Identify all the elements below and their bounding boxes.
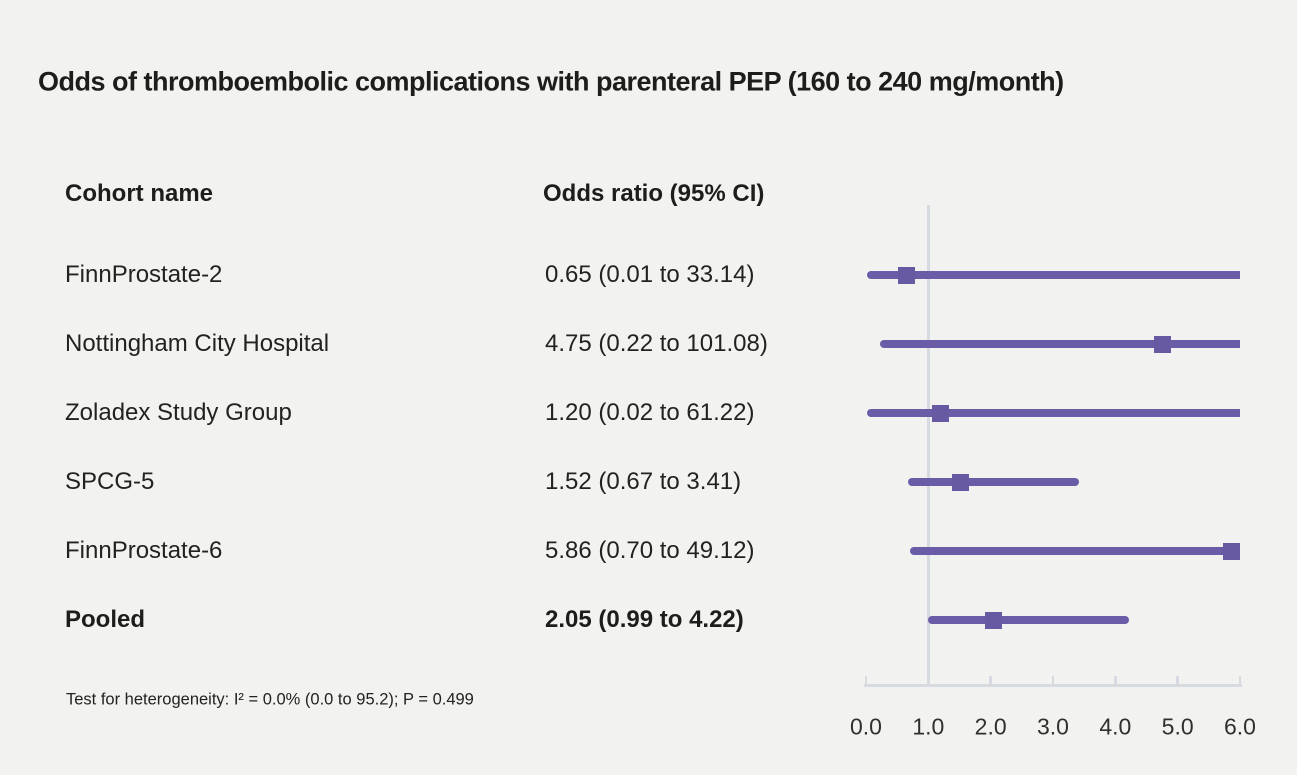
cohort-label: FinnProstate-2 [65, 261, 223, 288]
x-axis-tick [989, 676, 992, 684]
odds-ratio-value: 2.05 (0.99 to 4.22) [545, 606, 744, 633]
confidence-interval-line [907, 478, 1079, 486]
odds-ratio-value: 4.75 (0.22 to 101.08) [545, 330, 768, 357]
reference-line-1 [926, 205, 930, 687]
confidence-interval-line [927, 616, 1130, 624]
x-axis-tick [1114, 676, 1117, 684]
confidence-interval-line [879, 340, 1240, 348]
x-axis-tick [927, 676, 930, 684]
x-axis-tick-label: 2.0 [974, 713, 1007, 740]
confidence-interval-line [909, 547, 1240, 555]
cohort-label: FinnProstate-6 [65, 537, 223, 564]
point-estimate-marker [985, 611, 1003, 629]
column-header-cohort-name: Cohort name [65, 180, 214, 207]
point-estimate-marker [932, 404, 950, 422]
x-axis-tick [864, 676, 868, 684]
x-axis-tick-label: 5.0 [1161, 713, 1194, 740]
x-axis-tick-label: 4.0 [1099, 713, 1132, 740]
x-axis-tick-label: 6.0 [1224, 713, 1256, 740]
odds-ratio-value: 0.65 (0.01 to 33.14) [545, 261, 755, 288]
cohort-label: Nottingham City Hospital [65, 330, 330, 357]
x-axis-tick [1176, 676, 1179, 684]
odds-ratio-value: 5.86 (0.70 to 49.12) [545, 537, 755, 564]
cohort-label: Pooled [65, 606, 146, 633]
x-axis-tick-label: 0.0 [850, 713, 882, 740]
odds-ratio-value: 1.52 (0.67 to 3.41) [545, 468, 742, 495]
x-axis-line [864, 684, 1242, 687]
chart-title: Odds of thromboembolic complications wit… [38, 66, 1064, 97]
point-estimate-marker [1222, 542, 1240, 560]
x-axis-tick-label: 1.0 [912, 713, 945, 740]
column-header-odds-ratio: Odds ratio (95% CI) [543, 180, 765, 207]
cohort-label: Zoladex Study Group [65, 399, 292, 426]
cohort-label: SPCG-5 [65, 468, 155, 495]
point-estimate-marker [952, 473, 970, 491]
point-estimate-marker [1153, 335, 1171, 353]
x-axis-tick [1238, 676, 1242, 684]
x-axis-tick-label: 3.0 [1037, 713, 1069, 740]
odds-ratio-value: 1.20 (0.02 to 61.22) [545, 399, 755, 426]
confidence-interval-line [867, 409, 1240, 417]
heterogeneity-footnote: Test for heterogeneity: I² = 0.0% (0.0 t… [66, 690, 474, 709]
point-estimate-marker [898, 266, 916, 284]
confidence-interval-line [866, 271, 1240, 279]
x-axis-tick [1051, 676, 1055, 684]
